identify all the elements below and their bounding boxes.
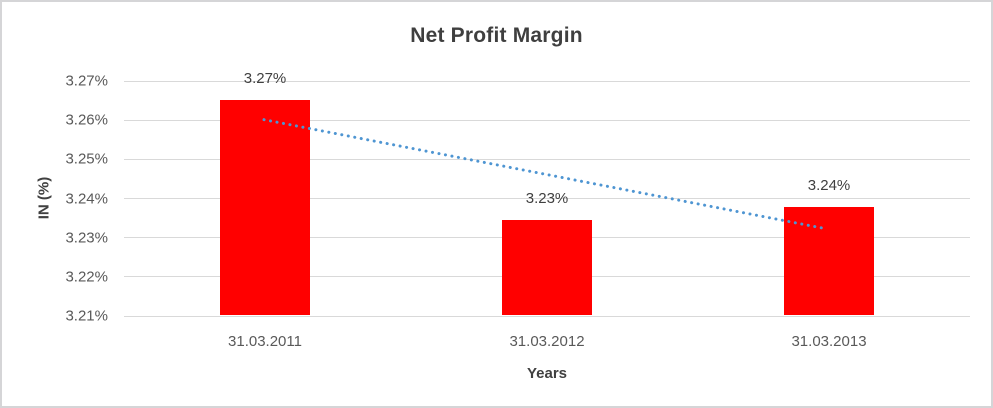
bar-data-label: 3.23%	[525, 189, 569, 207]
bar-31.03.2011	[220, 100, 310, 316]
y-axis-tick-label: 3.22%	[65, 268, 108, 286]
bar-31.03.2012	[502, 219, 592, 316]
x-axis-tick-label: 31.03.2013	[791, 332, 867, 350]
chart-title: Net Profit Margin	[410, 24, 583, 47]
x-axis-title: Years	[526, 365, 568, 382]
x-axis-tick-label: 31.03.2012	[509, 332, 585, 350]
x-axis-tick-label: 31.03.2011	[228, 332, 302, 350]
y-axis-tick-label: 3.21%	[65, 307, 108, 325]
y-axis-tick-label: 3.27%	[65, 72, 108, 90]
y-axis-tick-label: 3.25%	[65, 150, 108, 168]
gridline	[124, 315, 970, 317]
gridline	[124, 80, 970, 82]
bar-data-label: 3.24%	[807, 177, 851, 194]
trendline-path	[262, 118, 827, 231]
y-axis-tick-label: 3.23%	[65, 229, 108, 247]
bar-31.03.2013	[784, 207, 874, 316]
y-axis-tick-label: 3.26%	[65, 111, 108, 129]
y-axis-tick-label: 3.24%	[65, 190, 108, 207]
bar-data-label: 3.27%	[243, 70, 287, 88]
